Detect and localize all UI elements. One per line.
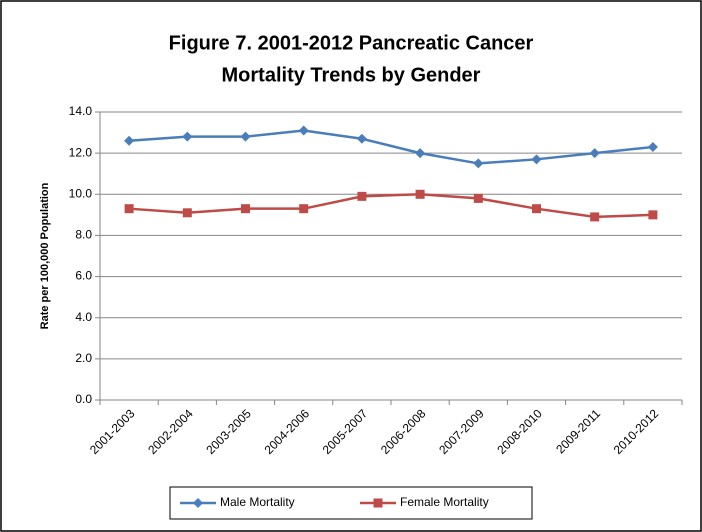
y-tick-label: 12.0 <box>69 145 93 159</box>
marker <box>532 204 541 214</box>
marker <box>298 125 309 136</box>
marker <box>356 133 367 144</box>
y-tick-label: 2.0 <box>75 351 92 365</box>
y-tick-label: 10.0 <box>69 186 93 200</box>
y-tick-label: 8.0 <box>75 228 92 242</box>
marker <box>647 141 658 152</box>
y-tick-label: 0.0 <box>75 392 92 406</box>
marker <box>648 210 658 220</box>
marker <box>373 498 383 508</box>
marker <box>415 148 426 159</box>
legend-label: Male Mortality <box>220 495 295 509</box>
marker <box>357 191 367 201</box>
marker <box>124 135 135 146</box>
chart-title: Figure 7. 2001-2012 Pancreatic Cancer <box>169 32 534 54</box>
series-line <box>129 193 653 219</box>
marker <box>531 154 542 165</box>
marker <box>182 208 192 218</box>
marker <box>241 204 250 214</box>
legend-box <box>169 486 533 520</box>
marker <box>124 204 134 214</box>
marker <box>415 189 425 199</box>
marker <box>589 148 600 159</box>
marker <box>182 131 193 142</box>
marker <box>193 498 203 508</box>
chart-title: Mortality Trends by Gender <box>222 64 481 86</box>
marker <box>299 204 309 214</box>
y-tick-label: 6.0 <box>75 269 92 283</box>
legend-label: Female Mortality <box>400 495 489 509</box>
marker <box>240 131 251 142</box>
marker <box>473 193 483 203</box>
marker <box>590 212 600 222</box>
y-tick-label: 4.0 <box>75 310 92 324</box>
marker <box>473 158 484 169</box>
y-axis-label: Rate per 100,000 Population <box>39 182 51 329</box>
series-line <box>129 129 654 165</box>
y-tick-label: 14.0 <box>69 104 93 118</box>
